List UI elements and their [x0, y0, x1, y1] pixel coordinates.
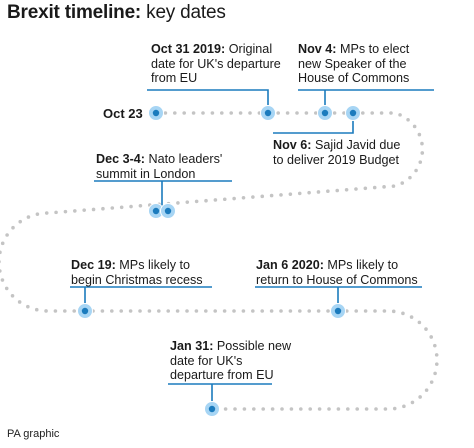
event-text: MPs to elect new Speaker of the House of C…	[298, 42, 410, 86]
title-regular: key dates	[141, 2, 226, 23]
leader-line-nov6	[273, 114, 354, 134]
event-text: MPs likely to return to House of Commons	[256, 258, 418, 287]
event-date: Jan 31:	[170, 339, 214, 353]
event-date: Oct 31 2019:	[151, 42, 226, 56]
marker-nov6	[345, 105, 361, 121]
event-label-nov4: Nov 4: MPs to elect new Speaker of the Hou…	[298, 42, 409, 86]
event-text: MPs likely to begin Christmas recess	[71, 258, 203, 287]
event-date: Nov 4:	[298, 42, 337, 56]
event-text: Sajid Javid due to deliver 2019 Budget	[273, 138, 401, 167]
event-label-dec3: Dec 3-4: Nato leaders' summit in London	[96, 152, 222, 181]
leader-line-oct31	[147, 89, 269, 114]
event-label-jan31: Jan 31: Possible new date for UK's departu…	[170, 339, 291, 383]
start-date-label: Oct 23	[103, 106, 143, 121]
event-text: Possible new date for UK's departure from …	[170, 339, 292, 383]
marker-jan6	[330, 303, 346, 319]
event-date: Dec 3-4:	[96, 152, 145, 166]
marker-jan31	[204, 401, 220, 417]
event-date: Jan 6 2020:	[256, 258, 324, 272]
marker-dec19	[77, 303, 93, 319]
event-date: Nov 6:	[273, 138, 312, 152]
event-label-dec19: Dec 19: MPs likely to begin Christmas rec…	[71, 258, 203, 287]
event-label-nov6: Nov 6: Sajid Javid due to deliver 2019 Bu…	[273, 138, 400, 167]
event-text: Nato leaders' summit in London	[96, 152, 223, 181]
marker-oct23	[148, 105, 164, 121]
marker-nov4	[317, 105, 333, 121]
credit-text: PA graphic	[7, 428, 60, 440]
event-markers	[77, 105, 361, 417]
event-date: Dec 19:	[71, 258, 116, 272]
event-label-jan6: Jan 6 2020: MPs likely to return to House…	[256, 258, 418, 287]
event-label-oct31: Oct 31 2019: Original date for UK's depar…	[151, 42, 281, 86]
title-bold: Brexit timeline:	[7, 2, 142, 23]
marker-dec4	[160, 203, 176, 219]
chart-title: Brexit timeline: key dates	[7, 2, 226, 24]
timeline-dots	[0, 111, 439, 411]
marker-oct31	[260, 105, 276, 121]
event-text: Original date for UK's departure from EU	[151, 42, 281, 86]
dotted-timeline-path	[0, 111, 439, 411]
